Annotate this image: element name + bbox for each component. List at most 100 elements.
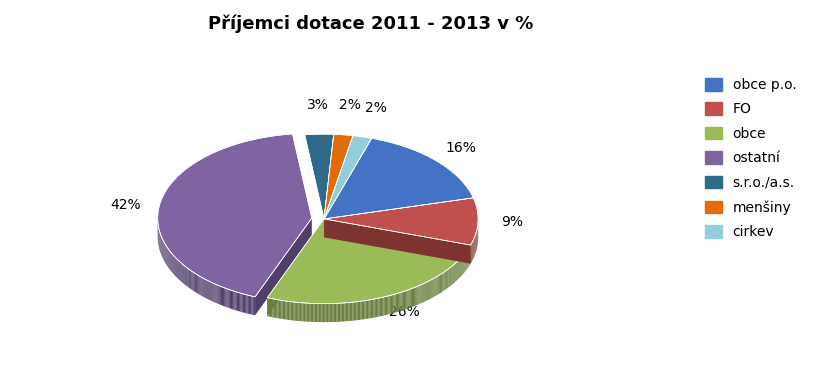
Polygon shape <box>294 302 296 321</box>
Title: Příjemci dotace 2011 - 2013 v %: Příjemci dotace 2011 - 2013 v % <box>208 14 533 33</box>
Polygon shape <box>425 282 426 301</box>
Polygon shape <box>301 303 303 321</box>
Polygon shape <box>441 274 442 293</box>
Polygon shape <box>322 304 323 322</box>
Polygon shape <box>290 301 292 320</box>
Polygon shape <box>381 297 382 316</box>
Polygon shape <box>230 290 231 309</box>
Polygon shape <box>324 219 471 263</box>
Polygon shape <box>271 298 272 317</box>
Polygon shape <box>193 272 194 291</box>
Polygon shape <box>377 298 379 317</box>
Polygon shape <box>209 281 210 300</box>
Polygon shape <box>225 288 227 307</box>
Polygon shape <box>204 279 205 298</box>
Polygon shape <box>192 271 193 290</box>
Polygon shape <box>392 294 394 314</box>
Polygon shape <box>305 303 307 322</box>
Polygon shape <box>328 303 329 322</box>
Polygon shape <box>236 292 237 310</box>
Polygon shape <box>411 289 412 307</box>
Polygon shape <box>200 277 202 296</box>
Polygon shape <box>361 301 363 320</box>
Polygon shape <box>288 301 289 320</box>
Polygon shape <box>233 291 234 310</box>
Polygon shape <box>324 134 353 219</box>
Polygon shape <box>278 300 279 319</box>
Polygon shape <box>218 286 220 305</box>
Polygon shape <box>380 298 381 317</box>
Polygon shape <box>237 292 238 311</box>
Polygon shape <box>220 286 221 305</box>
Polygon shape <box>238 293 239 311</box>
Polygon shape <box>337 303 339 322</box>
Polygon shape <box>199 276 200 295</box>
Polygon shape <box>212 282 213 301</box>
Polygon shape <box>254 296 255 315</box>
Polygon shape <box>428 281 430 300</box>
Polygon shape <box>355 302 356 320</box>
Polygon shape <box>324 198 478 245</box>
Legend: obce p.o., FO, obce, ostatní, s.r.o./a.s., menšiny, cirkev: obce p.o., FO, obce, ostatní, s.r.o./a.s… <box>700 73 802 244</box>
Polygon shape <box>313 303 314 322</box>
Polygon shape <box>430 280 431 299</box>
Polygon shape <box>231 290 232 309</box>
Polygon shape <box>373 299 375 318</box>
Polygon shape <box>308 303 309 322</box>
Polygon shape <box>367 300 368 319</box>
Polygon shape <box>270 298 271 317</box>
Polygon shape <box>400 292 402 311</box>
Text: 3%: 3% <box>307 97 328 111</box>
Polygon shape <box>363 301 364 319</box>
Polygon shape <box>275 299 276 318</box>
Polygon shape <box>348 303 350 321</box>
Polygon shape <box>406 290 408 309</box>
Polygon shape <box>304 303 305 322</box>
Polygon shape <box>287 301 288 320</box>
Polygon shape <box>359 301 361 320</box>
Polygon shape <box>202 277 203 296</box>
Polygon shape <box>299 303 300 321</box>
Polygon shape <box>358 301 359 320</box>
Polygon shape <box>303 303 304 321</box>
Polygon shape <box>409 289 411 308</box>
Polygon shape <box>243 294 244 313</box>
Polygon shape <box>354 302 355 320</box>
Polygon shape <box>404 291 405 310</box>
Polygon shape <box>272 299 274 317</box>
Polygon shape <box>267 219 471 304</box>
Polygon shape <box>283 301 284 319</box>
Polygon shape <box>320 304 322 322</box>
Text: 2%: 2% <box>365 101 387 115</box>
Polygon shape <box>324 219 471 263</box>
Polygon shape <box>227 289 228 308</box>
Polygon shape <box>309 303 311 322</box>
Polygon shape <box>223 288 224 306</box>
Polygon shape <box>323 304 324 322</box>
Polygon shape <box>216 284 217 303</box>
Polygon shape <box>331 303 332 322</box>
Polygon shape <box>444 271 445 290</box>
Polygon shape <box>191 270 192 289</box>
Polygon shape <box>210 282 212 301</box>
Polygon shape <box>440 274 441 293</box>
Polygon shape <box>434 277 436 296</box>
Polygon shape <box>398 293 399 312</box>
Polygon shape <box>213 283 214 302</box>
Polygon shape <box>224 288 225 307</box>
Polygon shape <box>350 302 351 321</box>
Polygon shape <box>405 291 406 310</box>
Polygon shape <box>304 134 334 219</box>
Polygon shape <box>327 304 328 322</box>
Polygon shape <box>333 303 335 322</box>
Polygon shape <box>427 282 428 301</box>
Polygon shape <box>372 299 373 318</box>
Polygon shape <box>352 302 354 321</box>
Polygon shape <box>158 134 312 297</box>
Polygon shape <box>324 304 326 322</box>
Polygon shape <box>419 285 421 304</box>
Polygon shape <box>414 287 415 306</box>
Polygon shape <box>312 303 313 322</box>
Polygon shape <box>247 295 249 314</box>
Polygon shape <box>343 303 344 322</box>
